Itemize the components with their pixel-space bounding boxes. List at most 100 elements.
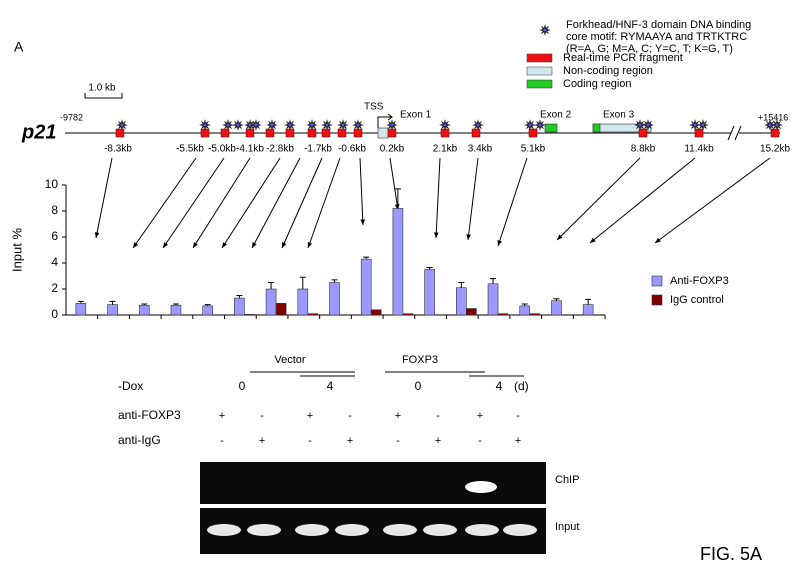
error-bar xyxy=(394,188,401,209)
sign: + xyxy=(259,435,265,447)
motif-star-center xyxy=(528,123,532,127)
map-arrowhead xyxy=(497,240,502,246)
error-bar xyxy=(363,256,370,260)
bar xyxy=(456,287,467,316)
motif-star-center xyxy=(693,123,697,127)
bar xyxy=(75,302,87,316)
map-arrow xyxy=(192,157,251,249)
exon-box xyxy=(544,123,558,133)
bar xyxy=(244,314,255,316)
pcr-fragment xyxy=(694,128,704,138)
motif-star-center xyxy=(638,123,642,127)
error-bar xyxy=(77,300,84,304)
gel-band xyxy=(247,524,281,536)
fragment-label: 0.2kb xyxy=(380,144,405,155)
gel-band xyxy=(423,524,457,536)
map-arrowhead xyxy=(133,242,139,248)
motif-star-center xyxy=(775,123,779,127)
sign: + xyxy=(515,435,521,447)
exon-label: Exon 1 xyxy=(400,110,432,121)
gel-label: Input xyxy=(555,521,579,533)
map-arrow xyxy=(589,157,696,244)
fragment-label: -4.1kb xyxy=(236,144,264,155)
error-bar xyxy=(521,303,528,306)
map-arrow xyxy=(435,157,441,239)
error-bar xyxy=(204,304,211,306)
sign: + xyxy=(307,410,313,422)
exon-label: Exon 2 xyxy=(540,110,572,121)
pcr-fragment xyxy=(115,128,125,138)
bar xyxy=(234,297,245,316)
sign: - xyxy=(348,410,352,422)
bar xyxy=(138,304,150,316)
gel-band xyxy=(295,524,329,536)
error-bar xyxy=(426,267,433,270)
motif-star-center xyxy=(538,123,542,127)
fragment-label: -5.0kb xyxy=(208,144,236,155)
pcr-fragment xyxy=(245,128,255,138)
motif-star-center xyxy=(476,123,480,127)
pcr-fragment xyxy=(265,128,275,138)
y-tick-label: 10 xyxy=(45,177,59,191)
pcr-fragment xyxy=(307,128,317,138)
motif-star-center xyxy=(226,123,230,127)
error-bar xyxy=(331,279,338,283)
map-arrowhead xyxy=(193,242,198,248)
map-arrow xyxy=(95,157,113,239)
map-arrowhead xyxy=(94,232,100,238)
bar xyxy=(551,300,562,316)
map-arrow xyxy=(132,157,197,249)
fragment-label: 15.2kb xyxy=(760,144,790,155)
bar xyxy=(307,313,319,316)
legend-text: (R=A, G; M=A, C; Y=C, T; K=G, T) xyxy=(566,43,733,55)
sign: + xyxy=(477,410,483,422)
error-bar xyxy=(553,298,560,301)
tss-arrow xyxy=(377,113,393,128)
map-arrowhead xyxy=(252,242,257,248)
bar xyxy=(275,302,287,316)
bar xyxy=(529,313,541,316)
scale-bar-label: 1.0 kb xyxy=(88,83,116,94)
time-label: 4 xyxy=(327,379,334,393)
map-arrowhead xyxy=(655,237,661,243)
motif-star-center xyxy=(443,123,447,127)
map-arrow xyxy=(654,157,771,244)
gel-band xyxy=(383,524,417,536)
map-arrow xyxy=(221,157,281,249)
bar xyxy=(392,208,404,316)
map-arrow xyxy=(389,157,399,211)
map-arrow xyxy=(556,157,641,241)
motif-star-center xyxy=(236,123,240,127)
legend-swatch xyxy=(526,53,553,63)
time-label: 4 xyxy=(496,379,503,393)
error-bar xyxy=(109,300,116,305)
motif-star-center xyxy=(701,123,705,127)
gel-chip xyxy=(200,462,546,504)
map-end: +15416 xyxy=(758,112,788,122)
map-arrowhead xyxy=(433,232,439,238)
pcr-fragment xyxy=(321,128,331,138)
panel-label: A xyxy=(14,39,24,55)
row-label: anti-IgG xyxy=(118,433,161,447)
time-label: 0 xyxy=(415,379,422,393)
motif-star-center xyxy=(270,123,274,127)
legend-label: Anti-FOXP3 xyxy=(670,275,729,287)
y-tick-label: 0 xyxy=(51,307,58,321)
time-unit: (d) xyxy=(514,379,529,393)
map-arrow xyxy=(467,157,479,241)
bar xyxy=(402,313,414,316)
figure-label: FIG. 5A xyxy=(700,544,762,564)
bar xyxy=(297,288,309,316)
fragment-label: 8.8kb xyxy=(631,144,656,155)
motif-star-center xyxy=(288,123,292,127)
exon-label: Exon 3 xyxy=(603,110,635,121)
row-label: anti-FOXP3 xyxy=(118,408,181,422)
gel-band xyxy=(465,481,497,493)
pcr-fragment xyxy=(285,128,295,138)
map-arrow xyxy=(281,157,323,249)
tss-label: TSS xyxy=(364,102,384,113)
error-bar xyxy=(585,298,592,305)
motif-star-center xyxy=(341,123,345,127)
map-arrowhead xyxy=(466,234,471,240)
legend-swatch xyxy=(526,79,553,89)
